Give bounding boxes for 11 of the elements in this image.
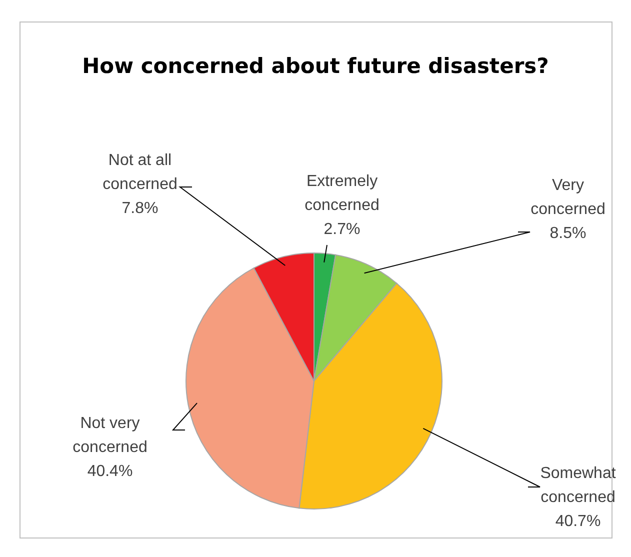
data-label: 40.7% bbox=[555, 513, 601, 530]
data-label: 2.7% bbox=[324, 221, 360, 238]
data-label: 7.8% bbox=[122, 200, 158, 217]
slice-label: Not at all concerned bbox=[102, 152, 178, 193]
slice-label: Not very concerned bbox=[72, 415, 148, 456]
chart-title: How concerned about future disasters? bbox=[82, 54, 549, 78]
slice-label: Extremely concerned bbox=[304, 173, 380, 214]
data-label: 8.5% bbox=[550, 225, 586, 242]
slice-label: Somewhat concerned bbox=[540, 465, 616, 506]
data-label: 40.4% bbox=[87, 463, 133, 480]
slice-label: Very concerned bbox=[530, 177, 606, 218]
